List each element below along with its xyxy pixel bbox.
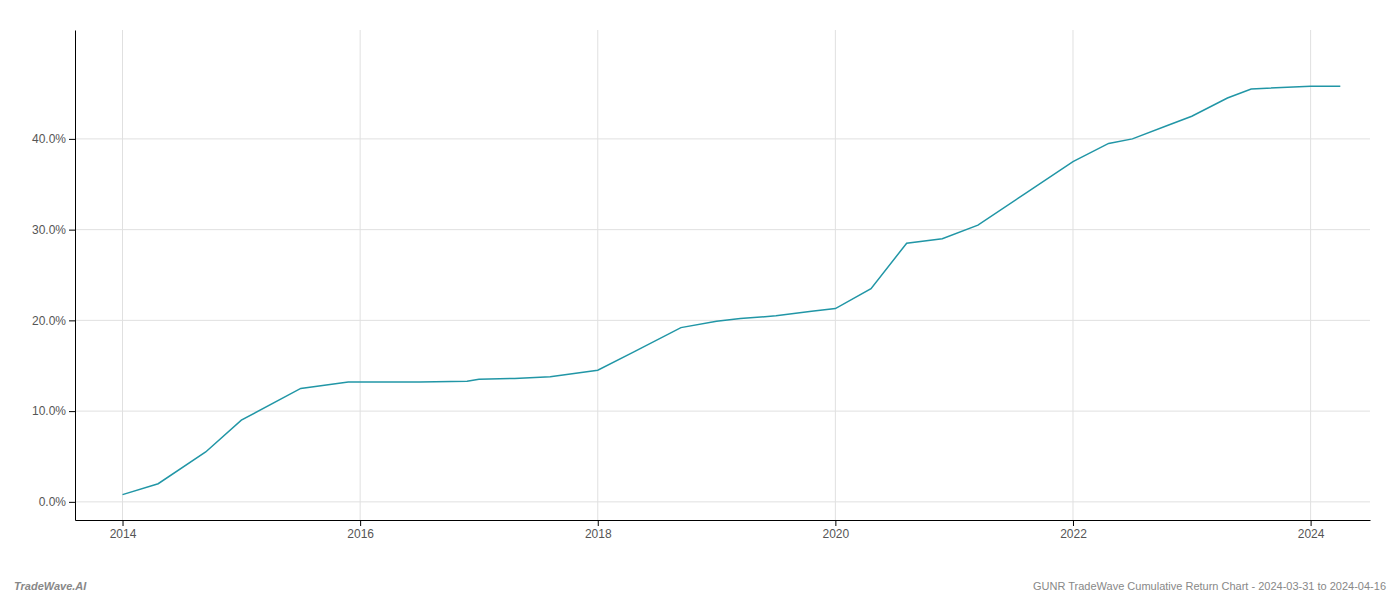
tick-mark bbox=[69, 139, 75, 140]
tick-label: 30.0% bbox=[32, 223, 66, 237]
y-tick: 30.0% bbox=[32, 223, 75, 237]
tick-mark bbox=[1073, 520, 1074, 526]
tick-mark bbox=[69, 502, 75, 503]
tick-label: 2020 bbox=[823, 527, 850, 541]
x-tick: 2024 bbox=[1298, 520, 1325, 541]
axis-line bbox=[75, 31, 76, 521]
tick-label: 2024 bbox=[1298, 527, 1325, 541]
x-tick: 2018 bbox=[585, 520, 612, 541]
x-tick: 2016 bbox=[347, 520, 374, 541]
x-tick: 2022 bbox=[1060, 520, 1087, 541]
x-tick: 2014 bbox=[110, 520, 137, 541]
marks bbox=[123, 86, 1341, 494]
y-axis: 0.0% 10.0% 20.0% 30.0% 40.0% bbox=[32, 31, 76, 521]
y-tick: 20.0% bbox=[32, 314, 75, 328]
y-tick: 10.0% bbox=[32, 404, 75, 418]
x-tick: 2020 bbox=[823, 520, 850, 541]
footer-text: TradeWave.AI bbox=[14, 580, 87, 592]
grid-line bbox=[360, 30, 361, 520]
axis-line bbox=[76, 520, 1371, 521]
tick-mark bbox=[69, 230, 75, 231]
tick-label: 2018 bbox=[585, 527, 612, 541]
tick-label: 20.0% bbox=[32, 314, 66, 328]
grid-line bbox=[835, 30, 836, 520]
grid-line bbox=[75, 229, 1370, 230]
grid-line bbox=[1072, 30, 1073, 520]
y-tick: 40.0% bbox=[32, 132, 75, 146]
grid-line bbox=[75, 501, 1370, 502]
tick-label: 0.0% bbox=[39, 495, 67, 509]
line bbox=[123, 86, 1341, 494]
plot-area: 2014 2016 2018 2020 2022 2024 0.0% 10.0% 20.0% 30… bbox=[32, 30, 1371, 541]
tick-mark bbox=[835, 520, 836, 526]
tick-label: 2022 bbox=[1060, 527, 1087, 541]
grid bbox=[75, 30, 1370, 520]
tick-mark bbox=[1311, 520, 1312, 526]
tick-label: 40.0% bbox=[32, 132, 66, 146]
tick-mark bbox=[69, 411, 75, 412]
tick-label: 2014 bbox=[110, 527, 137, 541]
x-axis: 2014 2016 2018 2020 2022 2024 bbox=[76, 520, 1371, 541]
tick-mark bbox=[360, 520, 361, 526]
chart: 2014 2016 2018 2020 2022 2024 0.0% 10.0% 20.0% 30… bbox=[0, 0, 1400, 600]
grid-line bbox=[122, 30, 123, 520]
tick-mark bbox=[123, 520, 124, 526]
tick-mark bbox=[69, 320, 75, 321]
grid-line bbox=[75, 138, 1370, 139]
tick-mark bbox=[598, 520, 599, 526]
tick-label: 10.0% bbox=[32, 404, 66, 418]
tick-label: 2016 bbox=[347, 527, 374, 541]
grid-line bbox=[597, 30, 598, 520]
grid-line bbox=[75, 411, 1370, 412]
grid-line bbox=[1310, 30, 1311, 520]
y-tick: 0.0% bbox=[39, 495, 75, 509]
footer-text: GUNR TradeWave Cumulative Return Chart -… bbox=[1033, 580, 1386, 592]
